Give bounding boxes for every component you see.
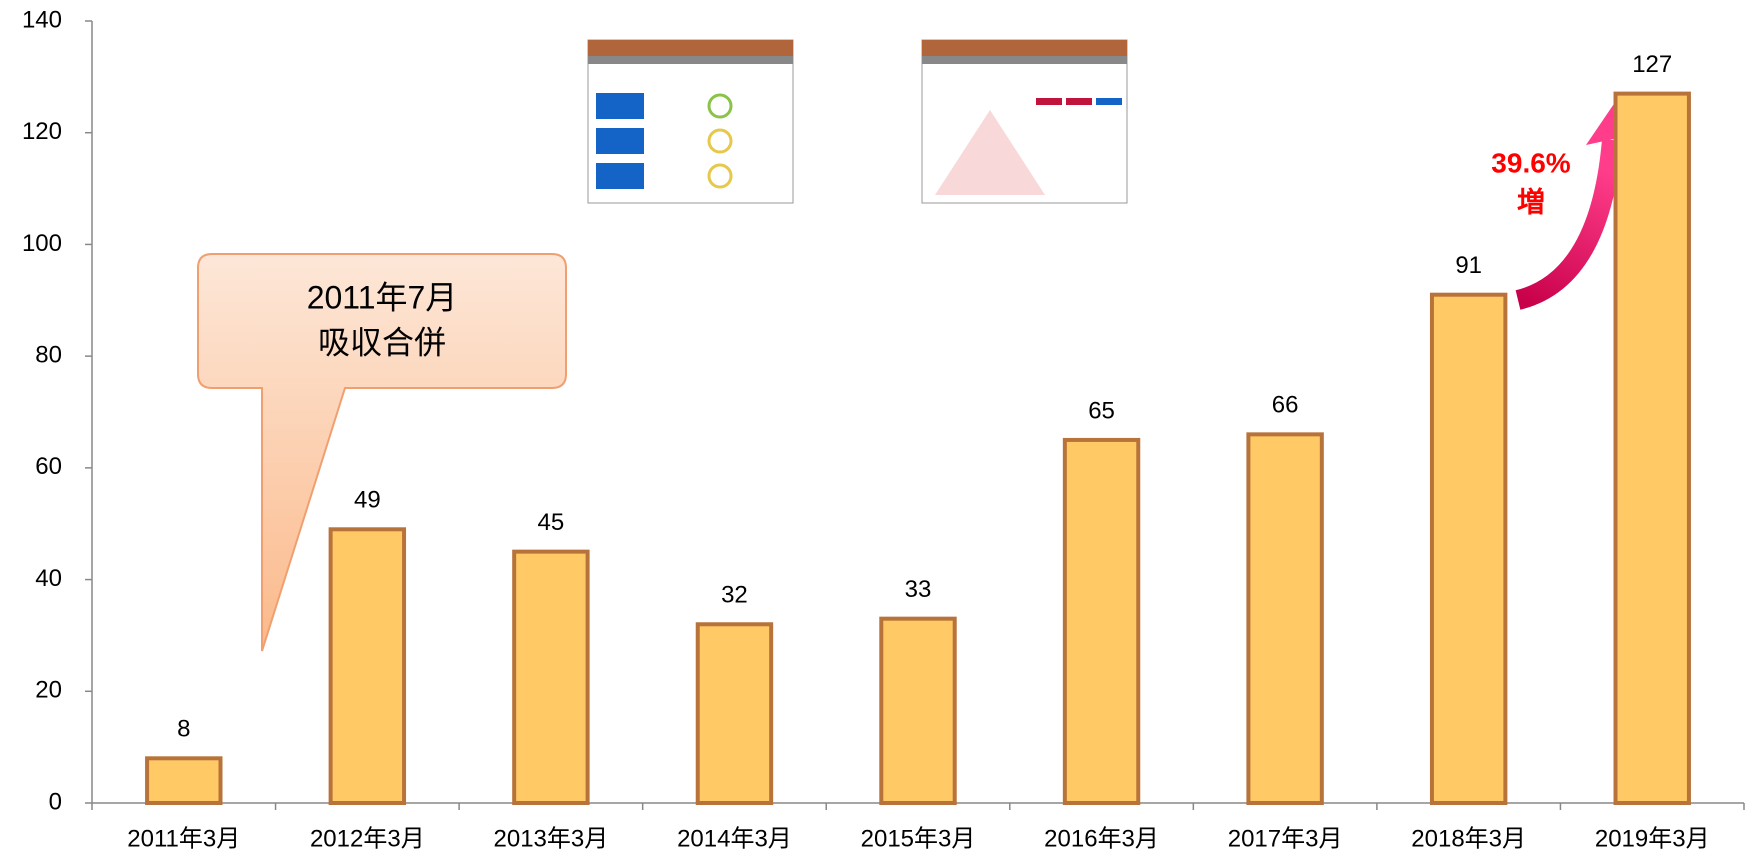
value-label: 8 (177, 716, 190, 743)
x-tick-label: 2015年3月 (861, 825, 976, 852)
chart: 2011年7月 吸収合併 39.6% 増 0 20 40 60 80 100 120 140 2… (0, 0, 1746, 855)
bar (1616, 94, 1689, 803)
y-tick-label: 0 (49, 788, 62, 815)
value-label: 91 (1455, 252, 1482, 279)
bar (331, 529, 404, 803)
value-label: 32 (721, 582, 748, 609)
x-tick-label: 2014年3月 (677, 825, 792, 852)
y-tick-label: 80 (35, 341, 62, 368)
bar (1248, 434, 1321, 803)
value-label: 66 (1272, 392, 1299, 419)
x-tick-label: 2011年3月 (127, 825, 240, 852)
bar (1432, 295, 1505, 803)
y-tick-label: 60 (35, 453, 62, 480)
bar (147, 758, 220, 803)
y-tick-label: 140 (22, 6, 62, 33)
x-tick-label: 2012年3月 (310, 825, 425, 852)
bar (881, 619, 954, 803)
callout-text: 2011年7月 (307, 279, 458, 315)
value-label: 45 (538, 509, 565, 536)
x-tick-label: 2016年3月 (1044, 825, 1159, 852)
growth-label: 増 (1517, 186, 1545, 217)
x-tick-label: 2013年3月 (494, 825, 609, 852)
value-label: 33 (905, 576, 932, 603)
value-label: 49 (354, 487, 381, 514)
x-tick-label: 2019年3月 (1595, 825, 1710, 852)
growth-label: 39.6% (1491, 147, 1570, 178)
y-tick-label: 120 (22, 118, 62, 145)
y-tick-label: 40 (35, 565, 62, 592)
callout-text: 吸収合併 (318, 324, 446, 360)
bar (1065, 440, 1138, 803)
y-tick-label: 20 (35, 677, 62, 704)
x-tick-label: 2018年3月 (1411, 825, 1526, 852)
x-tick-label: 2017年3月 (1228, 825, 1343, 852)
thumbnail (922, 40, 1127, 203)
value-label: 127 (1632, 51, 1672, 78)
y-tick-label: 100 (22, 230, 62, 257)
thumbnail (588, 40, 793, 203)
bar (514, 552, 587, 803)
value-label: 65 (1088, 397, 1115, 424)
bar (698, 624, 771, 803)
